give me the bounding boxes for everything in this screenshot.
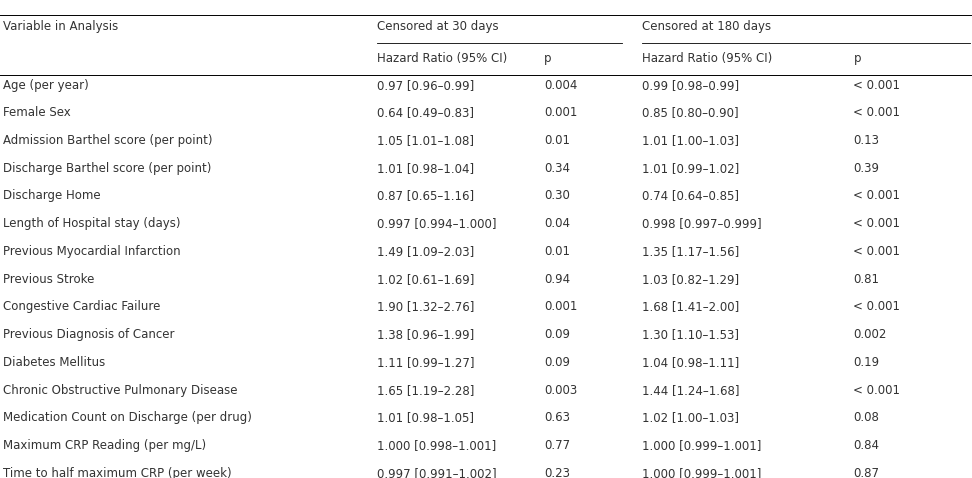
Text: Hazard Ratio (95% CI): Hazard Ratio (95% CI) (377, 52, 507, 65)
Text: 1.000 [0.999–1.001]: 1.000 [0.999–1.001] (642, 467, 761, 478)
Text: p: p (853, 52, 861, 65)
Text: 1.38 [0.96–1.99]: 1.38 [0.96–1.99] (377, 328, 474, 341)
Text: 1.03 [0.82–1.29]: 1.03 [0.82–1.29] (642, 272, 739, 286)
Text: 1.49 [1.09–2.03]: 1.49 [1.09–2.03] (377, 245, 474, 258)
Text: 0.19: 0.19 (853, 356, 880, 369)
Text: 0.87: 0.87 (853, 467, 880, 478)
Text: Hazard Ratio (95% CI): Hazard Ratio (95% CI) (642, 52, 772, 65)
Text: 0.01: 0.01 (544, 134, 571, 147)
Text: < 0.001: < 0.001 (853, 189, 900, 203)
Text: 0.08: 0.08 (853, 411, 880, 424)
Text: Variable in Analysis: Variable in Analysis (3, 20, 119, 33)
Text: < 0.001: < 0.001 (853, 217, 900, 230)
Text: 1.02 [0.61–1.69]: 1.02 [0.61–1.69] (377, 272, 474, 286)
Text: 0.003: 0.003 (544, 383, 577, 397)
Text: Censored at 180 days: Censored at 180 days (642, 20, 771, 33)
Text: 0.34: 0.34 (544, 162, 571, 175)
Text: Previous Myocardial Infarction: Previous Myocardial Infarction (3, 245, 181, 258)
Text: Diabetes Mellitus: Diabetes Mellitus (3, 356, 105, 369)
Text: Female Sex: Female Sex (3, 106, 71, 120)
Text: < 0.001: < 0.001 (853, 383, 900, 397)
Text: 0.39: 0.39 (853, 162, 880, 175)
Text: 1.04 [0.98–1.11]: 1.04 [0.98–1.11] (642, 356, 739, 369)
Text: Maximum CRP Reading (per mg/L): Maximum CRP Reading (per mg/L) (3, 439, 206, 452)
Text: Medication Count on Discharge (per drug): Medication Count on Discharge (per drug) (3, 411, 252, 424)
Text: 1.01 [1.00–1.03]: 1.01 [1.00–1.03] (642, 134, 739, 147)
Text: 0.04: 0.04 (544, 217, 571, 230)
Text: Previous Diagnosis of Cancer: Previous Diagnosis of Cancer (3, 328, 174, 341)
Text: 0.87 [0.65–1.16]: 0.87 [0.65–1.16] (377, 189, 474, 203)
Text: 1.65 [1.19–2.28]: 1.65 [1.19–2.28] (377, 383, 474, 397)
Text: 0.94: 0.94 (544, 272, 571, 286)
Text: 1.01 [0.98–1.05]: 1.01 [0.98–1.05] (377, 411, 474, 424)
Text: Age (per year): Age (per year) (3, 78, 88, 92)
Text: 1.90 [1.32–2.76]: 1.90 [1.32–2.76] (377, 300, 474, 314)
Text: 0.09: 0.09 (544, 356, 571, 369)
Text: 0.64 [0.49–0.83]: 0.64 [0.49–0.83] (377, 106, 474, 120)
Text: 0.09: 0.09 (544, 328, 571, 341)
Text: 1.44 [1.24–1.68]: 1.44 [1.24–1.68] (642, 383, 739, 397)
Text: Discharge Barthel score (per point): Discharge Barthel score (per point) (3, 162, 211, 175)
Text: Chronic Obstructive Pulmonary Disease: Chronic Obstructive Pulmonary Disease (3, 383, 237, 397)
Text: 0.997 [0.994–1.000]: 0.997 [0.994–1.000] (377, 217, 497, 230)
Text: 0.74 [0.64–0.85]: 0.74 [0.64–0.85] (642, 189, 739, 203)
Text: 0.81: 0.81 (853, 272, 880, 286)
Text: 1.000 [0.999–1.001]: 1.000 [0.999–1.001] (642, 439, 761, 452)
Text: 1.35 [1.17–1.56]: 1.35 [1.17–1.56] (642, 245, 739, 258)
Text: 0.13: 0.13 (853, 134, 880, 147)
Text: 1.02 [1.00–1.03]: 1.02 [1.00–1.03] (642, 411, 739, 424)
Text: 0.998 [0.997–0.999]: 0.998 [0.997–0.999] (642, 217, 761, 230)
Text: 1.11 [0.99–1.27]: 1.11 [0.99–1.27] (377, 356, 474, 369)
Text: Previous Stroke: Previous Stroke (3, 272, 94, 286)
Text: 0.23: 0.23 (544, 467, 571, 478)
Text: < 0.001: < 0.001 (853, 300, 900, 314)
Text: 1.000 [0.998–1.001]: 1.000 [0.998–1.001] (377, 439, 497, 452)
Text: 0.30: 0.30 (544, 189, 571, 203)
Text: 1.30 [1.10–1.53]: 1.30 [1.10–1.53] (642, 328, 739, 341)
Text: 0.97 [0.96–0.99]: 0.97 [0.96–0.99] (377, 78, 474, 92)
Text: Admission Barthel score (per point): Admission Barthel score (per point) (3, 134, 213, 147)
Text: p: p (544, 52, 552, 65)
Text: < 0.001: < 0.001 (853, 78, 900, 92)
Text: 0.004: 0.004 (544, 78, 577, 92)
Text: Length of Hospital stay (days): Length of Hospital stay (days) (3, 217, 181, 230)
Text: 0.01: 0.01 (544, 245, 571, 258)
Text: Discharge Home: Discharge Home (3, 189, 100, 203)
Text: Congestive Cardiac Failure: Congestive Cardiac Failure (3, 300, 160, 314)
Text: 0.63: 0.63 (544, 411, 571, 424)
Text: 0.002: 0.002 (853, 328, 886, 341)
Text: 0.99 [0.98–0.99]: 0.99 [0.98–0.99] (642, 78, 739, 92)
Text: Time to half maximum CRP (per week): Time to half maximum CRP (per week) (3, 467, 231, 478)
Text: 0.001: 0.001 (544, 300, 577, 314)
Text: 1.01 [0.99–1.02]: 1.01 [0.99–1.02] (642, 162, 739, 175)
Text: 1.01 [0.98–1.04]: 1.01 [0.98–1.04] (377, 162, 474, 175)
Text: 0.84: 0.84 (853, 439, 880, 452)
Text: 1.68 [1.41–2.00]: 1.68 [1.41–2.00] (642, 300, 739, 314)
Text: < 0.001: < 0.001 (853, 245, 900, 258)
Text: < 0.001: < 0.001 (853, 106, 900, 120)
Text: 0.997 [0.991–1.002]: 0.997 [0.991–1.002] (377, 467, 497, 478)
Text: 0.77: 0.77 (544, 439, 571, 452)
Text: 0.001: 0.001 (544, 106, 577, 120)
Text: 0.85 [0.80–0.90]: 0.85 [0.80–0.90] (642, 106, 738, 120)
Text: 1.05 [1.01–1.08]: 1.05 [1.01–1.08] (377, 134, 474, 147)
Text: Censored at 30 days: Censored at 30 days (377, 20, 499, 33)
